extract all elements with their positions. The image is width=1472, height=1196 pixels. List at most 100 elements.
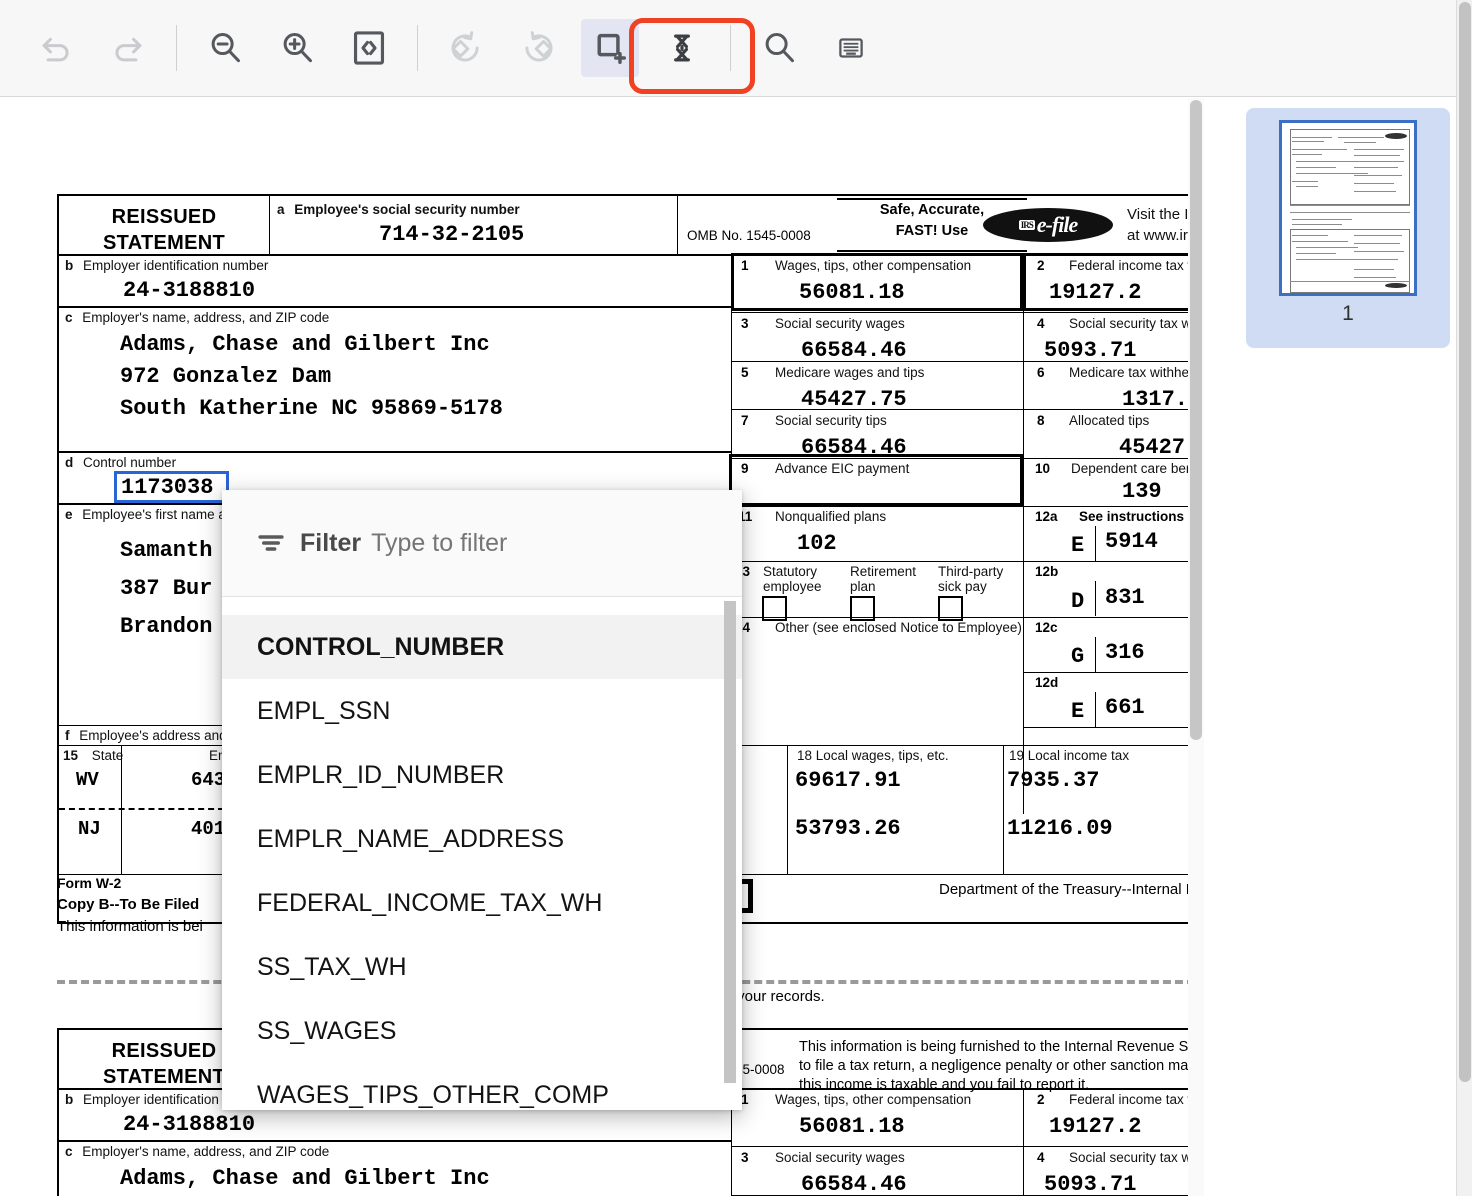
box-10-value[interactable]: 139 [1122, 479, 1162, 504]
thirdparty-sickpay-checkbox[interactable] [938, 596, 963, 621]
box-2-label-bottom: Federal income tax wi [1069, 1092, 1201, 1107]
box-d-value[interactable]: 1173038 [121, 475, 214, 500]
box-7-num: 7 [741, 413, 749, 428]
box-1-value-bottom[interactable]: 56081.18 [799, 1114, 905, 1139]
thumbnail-item-page-1[interactable]: 1 [1246, 108, 1450, 348]
box-12c-value[interactable]: 316 [1105, 640, 1145, 665]
dropdown-options-list[interactable]: CONTROL_NUMBER EMPL_SSN EMPLR_ID_NUMBER … [222, 597, 742, 1110]
box-1-value[interactable]: 56081.18 [799, 280, 905, 305]
box-2-value[interactable]: 19127.2 [1049, 280, 1142, 305]
thirdparty-line2: sick pay [938, 579, 987, 594]
efile-logo-text: e-file [1036, 212, 1078, 237]
box-c-caption: Employer's name, address, and ZIP code [82, 310, 330, 325]
box-a-prefix: a [277, 202, 285, 217]
box-13-thirdparty-label: Third-party sick pay [938, 564, 1003, 594]
dropdown-scrollbar-thumb[interactable] [724, 601, 736, 1083]
dropdown-option-emplr-id-number[interactable]: EMPLR_ID_NUMBER [257, 760, 505, 789]
dropdown-filter-input[interactable] [371, 528, 708, 558]
box-b-value[interactable]: 24-3188810 [123, 278, 256, 303]
box-12b-value[interactable]: 831 [1105, 585, 1145, 610]
box-4-value[interactable]: 5093.71 [1044, 338, 1137, 363]
reissued-line1: REISSUED [111, 206, 217, 228]
box-d-label: d Control number [65, 455, 176, 470]
control-number-selection-box[interactable] [114, 471, 229, 503]
box-12a-code[interactable]: E [1071, 533, 1085, 558]
box-a-label: a Employee's social security number [277, 202, 520, 217]
box-12b-code[interactable]: D [1071, 589, 1085, 614]
zoom-out-button[interactable] [196, 19, 254, 77]
keyboard-button[interactable] [822, 19, 880, 77]
box-b-label-bottom: b Employer identification n [65, 1092, 230, 1107]
rotate-right-button[interactable] [509, 19, 567, 77]
box-b-prefix-bottom: b [65, 1092, 74, 1107]
dropdown-filter-row[interactable]: Filter [222, 490, 742, 597]
box-c-line1[interactable]: Adams, Chase and Gilbert Inc [120, 332, 490, 357]
box-a-value[interactable]: 714-32-2105 [379, 222, 525, 247]
text-cursor-button[interactable] [653, 19, 711, 77]
zoom-in-button[interactable] [268, 19, 326, 77]
window-scrollbar-track[interactable] [1456, 0, 1472, 1196]
box-c-line1-bottom[interactable]: Adams, Chase and Gilbert Inc [120, 1166, 490, 1191]
box-e-line3[interactable]: Brandon [120, 614, 213, 639]
state-row1-id[interactable]: 643 [191, 769, 226, 791]
add-region-button[interactable] [581, 19, 639, 77]
reissued-bottom-line1: REISSUED [111, 1040, 217, 1062]
box-12d-value[interactable]: 661 [1105, 695, 1145, 720]
box-18-row2[interactable]: 53793.26 [795, 816, 901, 841]
box-3-value-bottom[interactable]: 66584.46 [801, 1172, 907, 1196]
state-row2[interactable]: NJ [78, 818, 101, 840]
box-11-value[interactable]: 102 [797, 531, 837, 556]
box-c-line3[interactable]: South Katherine NC 95869-5178 [120, 396, 503, 421]
box-e-line2[interactable]: 387 Bur [120, 576, 213, 601]
undo-button[interactable] [27, 19, 85, 77]
box-6-num: 6 [1037, 365, 1045, 380]
fit-page-button[interactable] [340, 19, 398, 77]
irs-notice-text: This information is being furnished to t… [799, 1038, 1204, 1095]
text-cursor-icon [663, 29, 701, 67]
box-19-row2[interactable]: 11216.09 [1007, 816, 1113, 841]
box-19-row1[interactable]: 7935.37 [1007, 768, 1100, 793]
dropdown-option-wages-tips-other-comp[interactable]: WAGES_TIPS_OTHER_COMP [257, 1080, 609, 1109]
records-text: r your records. [728, 988, 825, 1005]
document-scrollbar-thumb[interactable] [1190, 100, 1202, 740]
dropdown-option-emplr-name-address[interactable]: EMPLR_NAME_ADDRESS [257, 824, 565, 853]
thumbnail-page-preview[interactable] [1279, 120, 1417, 296]
dropdown-option-federal-income-tax-wh[interactable]: FEDERAL_INCOME_TAX_WH [257, 888, 603, 917]
box-10-num: 10 [1035, 461, 1051, 476]
box-5-num: 5 [741, 365, 749, 380]
search-button[interactable] [750, 19, 808, 77]
box-12c-code[interactable]: G [1071, 644, 1085, 669]
box-12d-code[interactable]: E [1071, 699, 1085, 724]
box-8-value[interactable]: 45427. [1119, 435, 1199, 460]
box-3-value[interactable]: 66584.46 [801, 338, 907, 363]
redo-button[interactable] [99, 19, 157, 77]
reissued-statement-bottom: REISSUED STATEMENT [59, 1038, 269, 1090]
dropdown-option-control-number[interactable]: CONTROL_NUMBER [222, 615, 742, 679]
box-18-row1[interactable]: 69617.91 [795, 768, 901, 793]
box-4-value-bottom[interactable]: 5093.71 [1044, 1172, 1137, 1196]
omb-number-top: OMB No. 1545-0008 [687, 228, 811, 243]
rotate-left-button[interactable] [437, 19, 495, 77]
box-12c-num: 12c [1035, 620, 1058, 635]
document-scrollbar-track[interactable] [1188, 98, 1204, 1196]
box-5-value[interactable]: 45427.75 [801, 387, 907, 412]
field-type-dropdown[interactable]: Filter CONTROL_NUMBER EMPL_SSN EMPLR_ID_… [222, 490, 742, 1110]
dropdown-option-ss-tax-wh[interactable]: SS_TAX_WH [257, 952, 407, 981]
box-e-line1[interactable]: Samanth [120, 538, 213, 563]
window-scrollbar-thumb[interactable] [1459, 2, 1471, 1082]
statutory-employee-checkbox[interactable] [762, 596, 787, 621]
retirement-plan-checkbox[interactable] [850, 596, 875, 621]
box-2-label: Federal income tax wi [1069, 258, 1201, 273]
box-4-num: 4 [1037, 316, 1045, 331]
box-c-caption-bottom: Employer's name, address, and ZIP code [82, 1144, 330, 1159]
box-b-value-bottom[interactable]: 24-3188810 [123, 1112, 256, 1137]
box-c-line2[interactable]: 972 Gonzalez Dam [120, 364, 332, 389]
box-12a-value[interactable]: 5914 [1105, 529, 1158, 554]
dropdown-option-ss-wages[interactable]: SS_WAGES [257, 1016, 397, 1045]
box-2-value-bottom[interactable]: 19127.2 [1049, 1114, 1142, 1139]
state-row2-id[interactable]: 401 [191, 818, 226, 840]
state-row1[interactable]: WV [76, 769, 99, 791]
dropdown-option-empl-ssn[interactable]: EMPL_SSN [257, 696, 391, 725]
form-bracket-mark [731, 879, 753, 913]
